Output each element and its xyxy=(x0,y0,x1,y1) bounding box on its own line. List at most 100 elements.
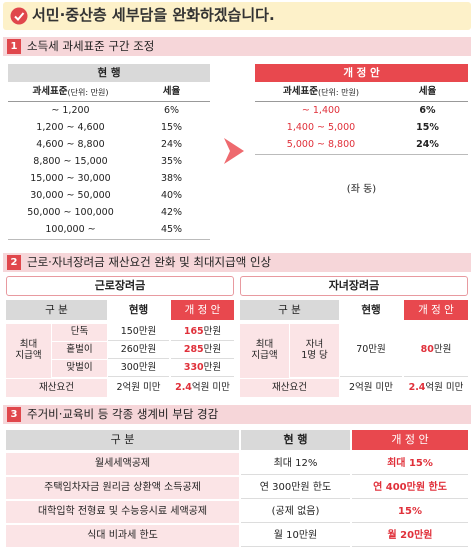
range-cell: ~ 1,200 xyxy=(51,105,90,117)
table-label: 개 정 안 xyxy=(255,64,468,82)
range-cell: 15,000 ~ 30,000 xyxy=(30,173,111,185)
range-cell: ~ 1,400 xyxy=(301,105,341,117)
arrow-icon xyxy=(224,138,244,164)
section-bar xyxy=(3,405,471,424)
item-cell: 재산요건 xyxy=(240,379,339,397)
item-cell: 주택임차자금 원리금 상환액 소득공제 xyxy=(6,477,239,499)
section-number: 2 xyxy=(7,255,21,270)
item-cell: 단독 xyxy=(52,324,107,341)
current-cell: 70만원 xyxy=(340,324,402,377)
current-cell: 260만원 xyxy=(108,342,169,359)
note: (좌 동) xyxy=(346,184,377,196)
section-number: 3 xyxy=(7,407,21,422)
column-header: 세율 xyxy=(162,86,181,98)
rate-cell: 45% xyxy=(160,224,183,236)
rate-cell: 6% xyxy=(419,105,436,117)
section-bar xyxy=(3,253,471,272)
section-number: 1 xyxy=(7,39,21,54)
rate-cell: 35% xyxy=(160,156,183,168)
revised-cell: 월 20만원 xyxy=(352,525,468,547)
check-icon xyxy=(10,7,28,25)
range-cell: 8,800 ~ 15,000 xyxy=(33,156,108,168)
rule xyxy=(8,239,210,240)
column-header: 개 정 안 xyxy=(171,300,234,320)
range-cell: 1,400 ~ 5,000 xyxy=(286,122,356,134)
current-cell: (공제 없음) xyxy=(241,501,350,523)
revised-value: 330 만원 xyxy=(171,360,234,377)
item-cell: 맞벌이 xyxy=(52,360,107,377)
revised-value: 2.4 억원 미만 xyxy=(404,379,468,397)
range-cell: 50,000 ~ 100,000 xyxy=(27,207,114,219)
column-header: 과세표준 (단위: 만원) xyxy=(255,84,387,101)
rate-cell: 15% xyxy=(416,122,439,134)
changed-part: 285 xyxy=(183,343,204,355)
current-cell: 300만원 xyxy=(108,360,169,377)
column-header: 구 분 xyxy=(6,300,107,320)
rate-cell: 40% xyxy=(160,190,183,202)
column-unit: (단위: 만원) xyxy=(67,87,109,97)
column-header: 구 분 xyxy=(240,300,339,320)
column-header: 세율 xyxy=(418,86,437,98)
revised-value: 165 만원 xyxy=(171,324,234,341)
header-bg xyxy=(3,2,471,30)
column-name: 과세표준 xyxy=(283,86,319,98)
unchanged-part: 억원 미만 xyxy=(191,381,230,393)
table-name: 자녀장려금 xyxy=(240,276,468,296)
section-title: 주거비·교육비 등 각종 생계비 부담 경감 xyxy=(27,406,219,421)
changed-part: 2.4 xyxy=(175,381,192,393)
current-cell: 최대 12% xyxy=(241,453,350,475)
column-header: 구 분 xyxy=(6,430,239,450)
unchanged-part: 만원 xyxy=(433,343,452,355)
unchanged-part: 만원 xyxy=(203,361,222,373)
rate-cell: 42% xyxy=(160,207,183,219)
column-header: 개 정 안 xyxy=(404,300,468,320)
column-header: 현행 xyxy=(361,303,381,316)
current-cell: 2억원 미만 xyxy=(348,381,394,393)
range-cell: 30,000 ~ 50,000 xyxy=(30,190,111,202)
range-cell: 100,000 ~ xyxy=(45,224,96,236)
column-header: 개 정 안 xyxy=(352,430,468,450)
column-header: 현 행 xyxy=(241,430,350,450)
current-cell: 150만원 xyxy=(108,324,169,341)
rule xyxy=(8,101,210,102)
item-cell: 대학입학 전형료 및 수능응시료 세액공제 xyxy=(6,501,239,523)
rate-cell: 38% xyxy=(160,173,183,185)
current-cell: 2억원 미만 xyxy=(116,381,161,393)
item-cell: 식대 비과세 한도 xyxy=(6,525,239,547)
revised-cell: 최대 15% xyxy=(352,453,468,475)
range-cell: 1,200 ~ 4,600 xyxy=(36,122,105,134)
section-title: 근로·자녀장려금 재산요건 완화 및 최대지급액 인상 xyxy=(27,254,272,269)
table-label: 현 행 xyxy=(8,64,210,82)
rate-cell: 15% xyxy=(160,122,183,134)
unchanged-part: 억원 미만 xyxy=(425,381,464,393)
header-title: 서민·중산층 세부담을 완화하겠습니다. xyxy=(32,6,275,25)
column-header: 현행 xyxy=(128,303,149,316)
rate-cell: 24% xyxy=(160,139,183,151)
revised-value: 2.4 억원 미만 xyxy=(171,379,234,397)
rate-cell: 24% xyxy=(416,139,439,151)
revised-value: 80 만원 xyxy=(404,324,468,377)
changed-part: 165 xyxy=(183,325,204,337)
group-cell: 최대 지급액 xyxy=(6,324,51,378)
item-cell: 월세세액공제 xyxy=(6,453,239,475)
changed-part: 80 xyxy=(420,343,434,355)
revised-value: 285 만원 xyxy=(171,342,234,359)
item-cell: 홑벌이 xyxy=(52,342,107,359)
section-bar xyxy=(3,37,471,56)
column-header: 과세표준 (단위: 만원) xyxy=(8,84,133,101)
rule xyxy=(255,154,468,155)
group-cell: 최대 지급액 xyxy=(240,324,289,378)
rule xyxy=(255,101,468,102)
rate-cell: 6% xyxy=(163,105,180,117)
current-cell: 연 300만원 한도 xyxy=(241,477,350,499)
range-cell: 4,600 ~ 8,800 xyxy=(36,139,105,151)
item-cell: 재산요건 xyxy=(6,379,107,397)
revised-cell: 15% xyxy=(352,501,468,523)
current-cell: 월 10만원 xyxy=(241,525,350,547)
section-title: 소득세 과세표준 구간 조정 xyxy=(27,38,155,53)
column-name: 과세표준 xyxy=(32,86,68,98)
item-cell: 자녀 1명 당 xyxy=(290,324,339,377)
table-name: 근로장려금 xyxy=(6,276,234,296)
revised-cell: 연 400만원 한도 xyxy=(352,477,468,499)
